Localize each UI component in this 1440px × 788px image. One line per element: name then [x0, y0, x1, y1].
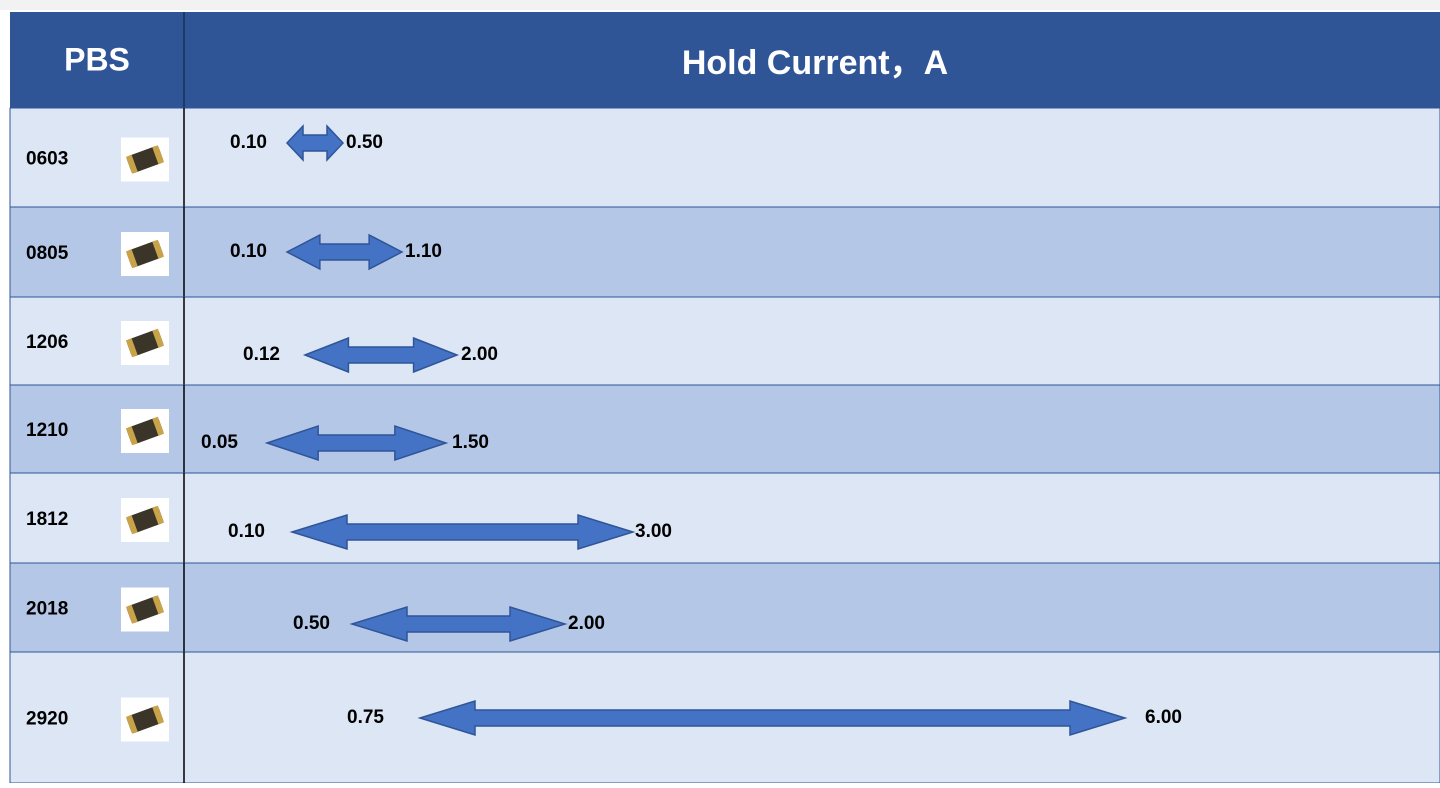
- size-code: 1210: [26, 420, 68, 441]
- max-current: 3.00: [635, 521, 672, 542]
- min-current: 0.10: [230, 241, 267, 262]
- max-current: 1.50: [452, 432, 489, 453]
- header-pbs: PBS: [64, 41, 130, 77]
- page: PBS Hold Current，A 0603 0.10 0.50 0805 0.10 1…: [0, 0, 1440, 783]
- min-current: 0.75: [347, 707, 384, 728]
- size-code: 1812: [26, 509, 68, 530]
- min-current: 0.05: [201, 432, 238, 453]
- size-code: 0805: [26, 243, 69, 264]
- row-bg: [10, 385, 1440, 473]
- size-code: 2018: [26, 599, 68, 620]
- table: PBS Hold Current，A 0603 0.10 0.50 0805 0.10 1…: [0, 0, 1440, 783]
- min-current: 0.10: [228, 521, 265, 542]
- min-current: 0.12: [243, 344, 280, 365]
- max-current: 0.50: [346, 132, 383, 153]
- max-current: 6.00: [1145, 707, 1182, 728]
- min-current: 0.10: [230, 132, 267, 153]
- size-code: 1206: [26, 332, 68, 353]
- size-code: 0603: [26, 149, 68, 170]
- max-current: 2.00: [568, 613, 605, 634]
- row-bg: [10, 473, 1440, 563]
- size-code: 2920: [26, 709, 68, 730]
- header-hold-current: Hold Current，A: [682, 44, 948, 82]
- max-current: 1.10: [405, 241, 442, 262]
- min-current: 0.50: [293, 613, 330, 634]
- top-strip: [0, 0, 1440, 10]
- max-current: 2.00: [461, 344, 498, 365]
- row-bg: [10, 207, 1440, 297]
- row-bg: [10, 108, 1440, 207]
- row-bg: [10, 297, 1440, 385]
- row-bg: [10, 563, 1440, 652]
